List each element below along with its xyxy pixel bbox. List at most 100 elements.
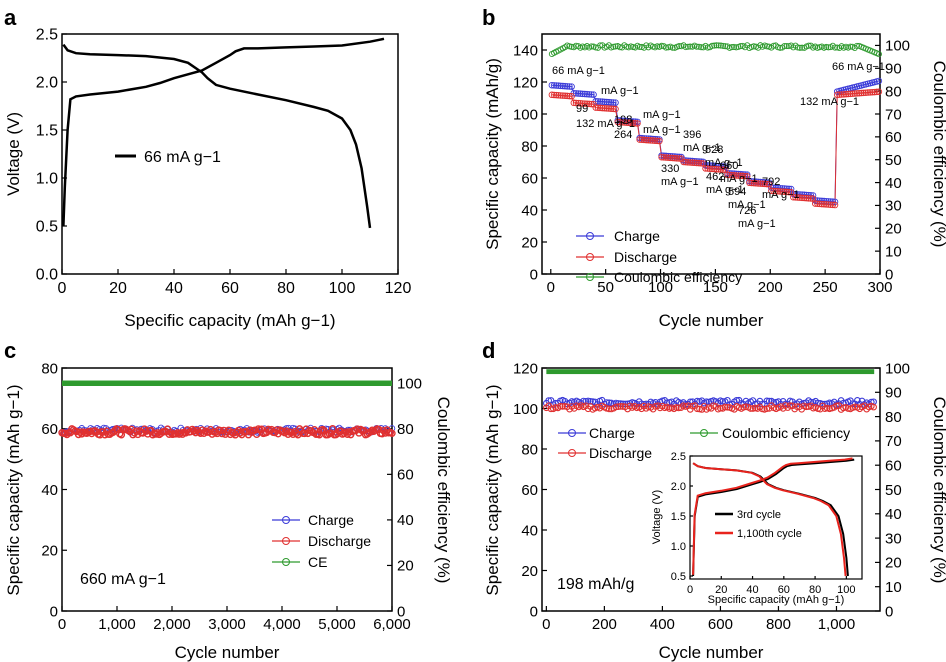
panel-b-ytick-label: 40 [521, 202, 538, 219]
panel-b-charge-point [603, 98, 610, 106]
panel-b-discharge-point [776, 188, 784, 195]
inset-xtick-label: 40 [746, 584, 758, 596]
panel-b-ce-point [568, 43, 575, 50]
panel-b-discharge-point [675, 155, 683, 162]
panel-b-ytick-right-label: 0 [885, 266, 893, 283]
panel-label-a: a [4, 5, 17, 30]
panel-b-discharge-point [816, 200, 823, 208]
panel-d-discharge-point [721, 403, 729, 411]
panel-b-ce-point [713, 42, 720, 49]
panel-b-rate-annotation: mA g−1 [661, 176, 699, 188]
panel-b-ce-point [728, 44, 735, 51]
panel-b-ytick-right-label: 40 [885, 175, 902, 192]
panel-d-discharge-point [763, 405, 771, 413]
inset-1100th-charge-line [692, 457, 853, 575]
inset-1100th-discharge-line [692, 462, 847, 577]
legend-charge-marker [586, 232, 594, 240]
panel-c-discharge-point [190, 427, 198, 435]
panel-b-charge-point [566, 83, 573, 90]
panel-b-discharge-point [689, 159, 696, 166]
panel-c-ytick-right-label: 60 [397, 467, 414, 484]
panel-b-discharge-point [651, 137, 659, 144]
panel-a-ytick-label: 0.5 [36, 219, 58, 236]
panel-b-discharge-point [717, 166, 725, 173]
panel-b-rate-annotation: mA g−1 [705, 157, 743, 169]
panel-c-xtick-label: 3,000 [208, 616, 246, 633]
panel-b-discharge-point [656, 137, 663, 145]
panel-d-ytick-label: 100 [513, 401, 538, 418]
panel-d-discharge-point [747, 405, 754, 412]
panel-b-discharge-point [704, 165, 711, 172]
panel-a-xtick-label: 20 [109, 280, 127, 297]
panel-b-legend: Charge Discharge Coulombic efficiency [576, 228, 742, 285]
panel-b-charge-point [577, 90, 584, 97]
panel-a-xlabel: Specific capacity (mAh g−1) [124, 311, 335, 330]
panel-b-discharge-point [669, 154, 676, 162]
panel-b-discharge-point [713, 165, 720, 173]
panel-b-discharge-point [636, 136, 643, 143]
panel-b-ce-point [799, 44, 806, 51]
panel-b-discharge-point [829, 201, 837, 209]
panel-b-ce-point [794, 44, 801, 51]
panel-b-discharge-point [557, 92, 564, 99]
inset-xtick-label: 80 [809, 584, 821, 596]
panel-label-d: d [482, 338, 495, 363]
panel-a-xtick-label: 100 [329, 280, 356, 297]
panel-b-ce-point [698, 44, 705, 51]
panel-b-xtick-label: 300 [867, 279, 892, 296]
panel-d-inset: 0 20 40 60 80 100 0.5 1.0 1.5 2.0 2.5 3rd cycle 1,… [651, 451, 863, 606]
panel-b-discharge-point [869, 88, 876, 96]
panel-b-discharge-point [708, 165, 716, 173]
panel-b-xtick-label: 250 [813, 279, 838, 296]
panel-b-ce-point [695, 43, 702, 50]
panel-b-ce-point [684, 43, 692, 50]
panel-b-discharge-point [790, 193, 797, 201]
panel-b-discharge-point [649, 137, 657, 144]
panel-b-discharge-point [781, 188, 788, 196]
panel-b-ytick-label: 140 [513, 42, 538, 59]
panel-b-ytick-label: 20 [521, 234, 538, 251]
panel-b-discharge-point [779, 188, 786, 195]
panel-b-discharge-point [601, 104, 608, 112]
panel-b-discharge-point [607, 105, 615, 112]
panel-b-charge-point [579, 90, 586, 98]
panel-b-rate-annotation: mA g−1 [643, 124, 681, 136]
panel-b-discharge-point [616, 118, 624, 126]
panel-d-charge-point [763, 397, 771, 405]
panel-d-ytick-right-label: 20 [885, 555, 902, 572]
panel-d-xtick-label: 200 [592, 616, 617, 633]
panel-b-rate-annotation: mA g−1 [643, 109, 681, 121]
panel-b-discharge-point [743, 172, 751, 180]
panel-d-discharge-point [612, 403, 620, 411]
panel-b-discharge-point [794, 194, 801, 201]
panel-b-rate-annotation: mA g−1 [706, 184, 744, 196]
panel-b-xtick-label: 200 [758, 279, 783, 296]
panel-b-discharge-point [719, 166, 727, 173]
panel-c-discharge-point [177, 429, 185, 437]
panel-c-discharge-point [178, 430, 187, 438]
panel-b-discharge-point [840, 91, 848, 98]
panel-b-ce-point [693, 43, 700, 50]
panel-b-discharge-point [770, 187, 777, 195]
panel-b-ce-point [763, 43, 771, 50]
panel-b-rate-annotation: mA g−1 [683, 142, 721, 154]
panel-b-discharge-point [638, 136, 646, 144]
panel-d-charge-point [719, 398, 727, 405]
inset-ytick-label: 0.5 [671, 571, 686, 583]
panel-d-discharge-point [559, 403, 566, 410]
panel-b-ce-point [823, 43, 830, 51]
panel-b-discharge-point [706, 165, 714, 172]
inset-ytick-label: 2.0 [671, 481, 686, 493]
panel-a-ytick-label: 0.0 [36, 267, 58, 284]
panel-c-ytick-right-label: 40 [397, 512, 414, 529]
panel-b-discharge-point [726, 171, 733, 179]
panel-d-discharge-point [833, 402, 840, 410]
panel-b-discharge-point [798, 194, 806, 202]
panel-b-rate-annotation: 792 [762, 176, 780, 188]
panel-b-discharge-point [673, 155, 681, 162]
legend-discharge-marker [586, 253, 594, 261]
panel-b-discharge-point [678, 155, 685, 162]
panel-b-discharge-point [765, 180, 773, 188]
panel-b-discharge-point [579, 100, 586, 107]
panel-b-rate-annotation: 132 mA g−1 [800, 96, 859, 108]
